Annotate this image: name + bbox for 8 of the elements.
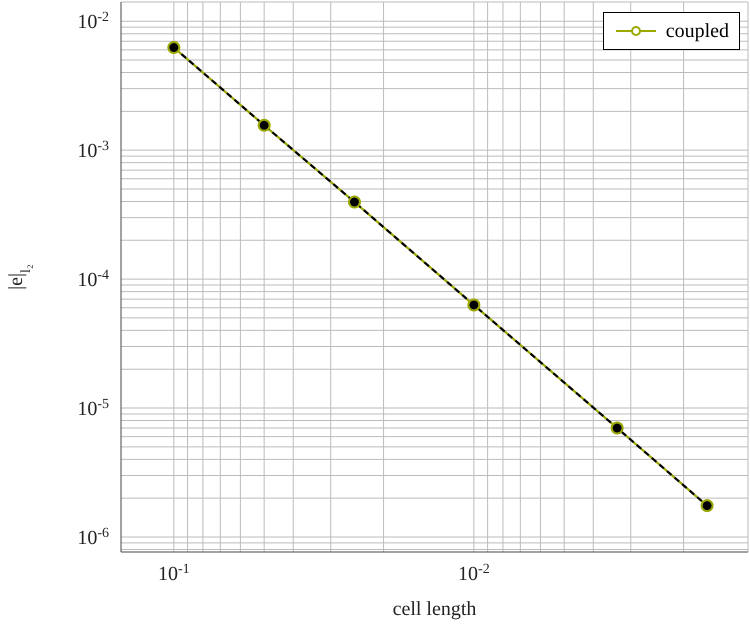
y-tick-label: 10$^{-5}$ [77,396,109,420]
x-tick-label: 10$^{-1}$ [158,562,190,585]
legend-label: coupled [666,20,729,42]
y-tick-label: 10$^{-2}$ [77,10,109,34]
x-axis-title: cell length [392,598,476,620]
y-tick-label: 10$^{-3}$ [77,138,109,162]
y-tick-label: 10$^{-6}$ [77,526,109,549]
y-tick-label: 10$^{-4}$ [77,268,109,292]
